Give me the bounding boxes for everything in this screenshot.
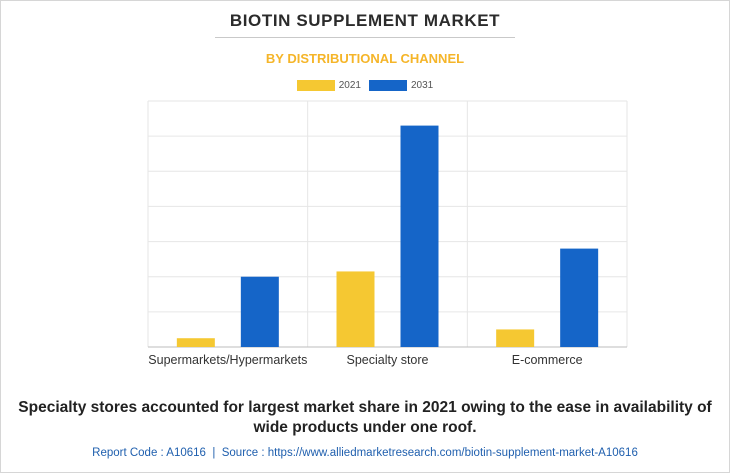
legend-swatch-2031 — [369, 80, 407, 91]
footer-separator: | — [212, 447, 216, 459]
legend-label-2021: 2021 — [338, 80, 361, 91]
bar-2021-2 — [496, 329, 535, 347]
legend: 2021 2031 — [0, 80, 730, 91]
bar-2021-0 — [176, 338, 215, 347]
legend-item-2021: 2021 — [296, 80, 361, 91]
bar-2031-1 — [400, 125, 439, 347]
legend-swatch-2021 — [296, 80, 335, 91]
bar-2031-0 — [240, 276, 279, 347]
category-label: E-commerce — [512, 353, 583, 367]
category-label: Specialty store — [347, 353, 429, 367]
chart-title: BIOTIN SUPPLEMENT MARKET — [229, 11, 501, 30]
legend-item-2031: 2031 — [369, 80, 433, 91]
report-code: Report Code : A10616 — [92, 447, 206, 459]
footer: Report Code : A10616 | Source : https://… — [0, 447, 730, 459]
source-link[interactable]: Source : https://www.alliedmarketresearc… — [221, 447, 638, 459]
bar-2031-2 — [560, 248, 599, 347]
category-label: Supermarkets/Hypermarkets — [148, 353, 307, 367]
chart-subtitle: BY DISTRIBUTIONAL CHANNEL — [265, 51, 465, 66]
chart-caption: Specialty stores accounted for largest m… — [18, 399, 712, 436]
title-divider — [215, 37, 515, 38]
legend-label-2031: 2031 — [411, 80, 434, 91]
bar-2021-1 — [336, 271, 375, 347]
